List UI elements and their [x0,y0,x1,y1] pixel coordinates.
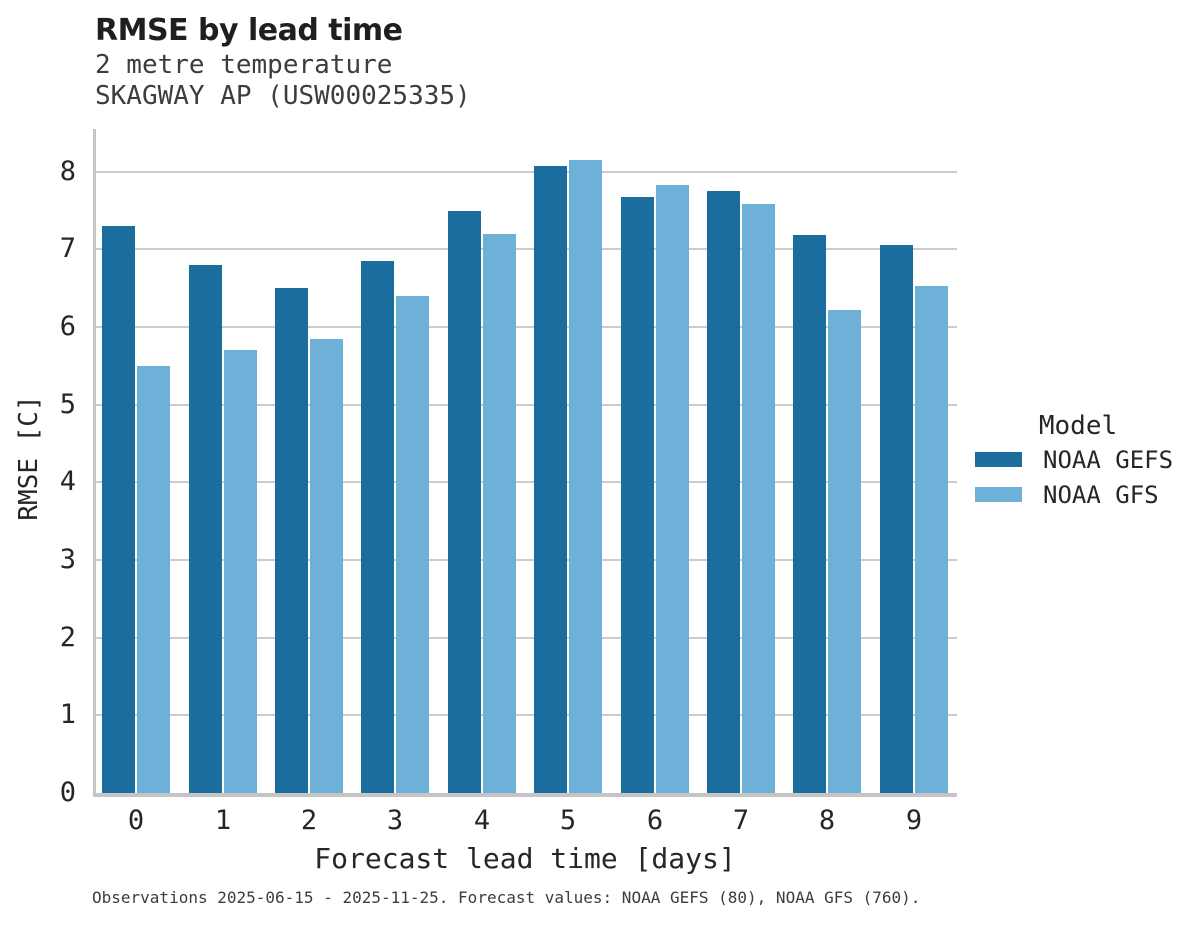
gridline-y-2 [93,636,957,639]
y-tick-label-4: 4 [59,466,76,498]
chart-title: RMSE by lead time [95,13,403,48]
x-tick-label-4: 4 [473,805,491,836]
legend-swatch-noaa-gfs [975,487,1022,502]
bar-noaa-gefs-day7 [707,191,740,793]
gridline-y-7 [93,248,957,251]
bar-noaa-gfs-day0 [137,366,170,793]
bar-noaa-gfs-day9 [915,286,948,793]
x-tick-label-5: 5 [559,805,577,836]
x-tick-label-6: 6 [646,805,664,836]
gridline-y-6 [93,326,957,329]
chart-subtitle-variable: 2 metre temperature [95,50,393,80]
x-tick-label-1: 1 [214,805,232,836]
plot-area [93,129,957,797]
y-axis-title: RMSE [C] [14,395,44,521]
legend-swatch-noaa-gefs [975,452,1022,467]
bar-noaa-gefs-day4 [448,211,481,793]
legend-item-noaa-gfs: NOAA GFS [972,477,1184,512]
legend-title: Model [1038,411,1118,441]
y-tick-label-1: 1 [59,699,76,731]
bar-noaa-gfs-day3 [396,296,429,793]
y-tick-label-7: 7 [59,233,76,265]
bar-noaa-gefs-day9 [880,245,913,793]
bar-noaa-gefs-day2 [275,288,308,793]
bar-noaa-gefs-day0 [102,226,135,793]
y-tick-label-0: 0 [59,777,76,808]
bar-noaa-gefs-day1 [189,265,222,793]
bar-noaa-gefs-day3 [361,261,394,793]
x-axis-title: Forecast lead time [days] [314,842,736,875]
bar-noaa-gfs-day5 [569,160,602,793]
legend-label-noaa-gefs: NOAA GEFS [1043,445,1174,474]
bar-noaa-gfs-day1 [224,350,257,793]
footnote: Observations 2025-06-15 - 2025-11-25. Fo… [92,888,921,907]
bar-noaa-gfs-day7 [742,204,775,793]
bar-noaa-gfs-day8 [828,310,861,793]
gridline-y-1 [93,714,957,717]
x-axis-spine [93,793,957,797]
legend: Model NOAA GEFS NOAA GFS [972,410,1184,512]
gridline-y-3 [93,559,957,562]
y-tick-label-2: 2 [59,621,76,653]
y-tick-label-5: 5 [59,388,76,420]
y-axis-spine [93,129,96,797]
legend-item-noaa-gefs: NOAA GEFS [972,442,1184,477]
x-tick-label-9: 9 [905,805,923,836]
x-tick-label-2: 2 [300,805,318,836]
gridline-y-4 [93,481,957,484]
bar-noaa-gfs-day6 [656,185,689,793]
x-tick-label-3: 3 [386,805,404,836]
bar-noaa-gfs-day4 [483,234,516,793]
bar-noaa-gefs-day6 [621,197,654,793]
bar-noaa-gefs-day8 [793,235,826,793]
x-tick-label-7: 7 [732,805,750,836]
legend-label-noaa-gfs: NOAA GFS [1043,480,1159,509]
bar-noaa-gefs-day5 [534,166,567,793]
gridline-y-8 [93,170,957,173]
y-tick-label-8: 8 [59,155,76,187]
x-tick-label-8: 8 [818,805,836,836]
bar-noaa-gfs-day2 [310,339,343,793]
gridline-y-5 [93,403,957,406]
x-tick-label-0: 0 [127,805,145,836]
y-tick-label-6: 6 [59,311,76,343]
y-tick-label-3: 3 [59,544,76,576]
chart-subtitle-station: SKAGWAY AP (USW00025335) [95,81,471,111]
